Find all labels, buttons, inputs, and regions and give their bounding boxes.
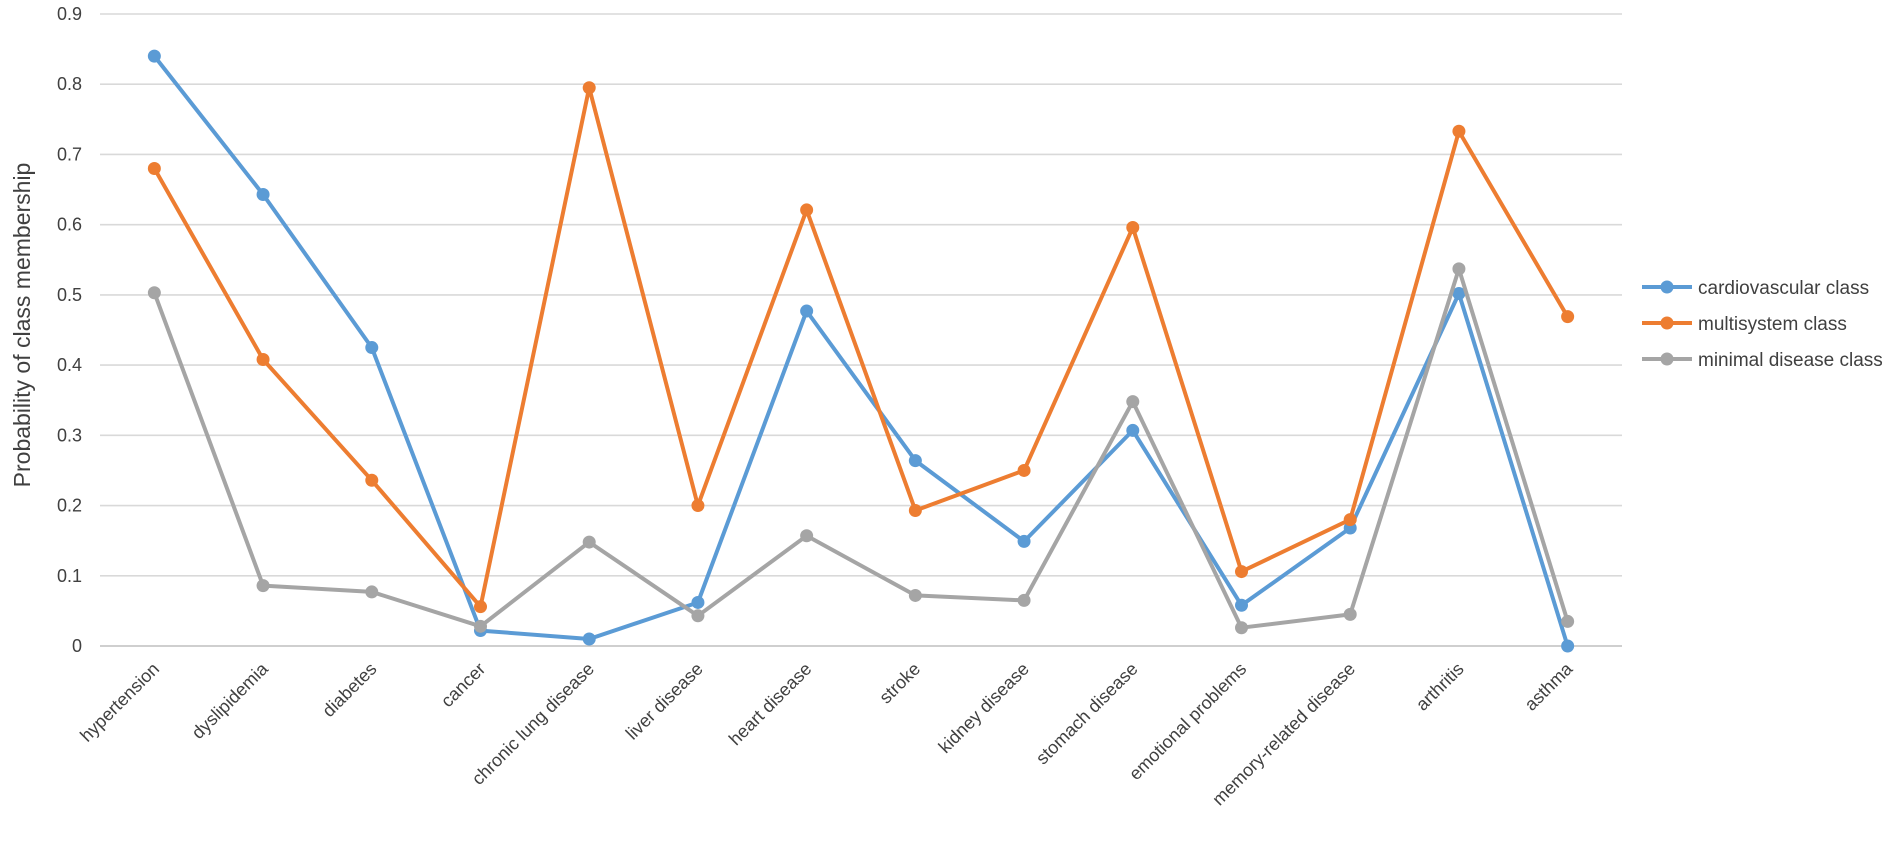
data-point	[1126, 395, 1140, 409]
data-point	[365, 473, 379, 487]
legend-label: minimal disease class	[1698, 350, 1883, 371]
data-point	[908, 503, 922, 517]
legend-swatch-marker	[1660, 352, 1674, 366]
x-category-label: diabetes	[318, 659, 380, 721]
x-category-label: stroke	[875, 659, 924, 708]
y-tick-label: 0.2	[57, 496, 82, 516]
x-category-label: chronic lung disease	[468, 659, 598, 789]
series-line	[152, 54, 1570, 648]
data-point	[256, 352, 270, 366]
data-point	[474, 619, 487, 633]
data-point	[1126, 220, 1140, 234]
data-point	[1452, 262, 1466, 276]
data-point	[1561, 310, 1575, 324]
data-point	[365, 341, 379, 355]
data-point	[1343, 607, 1357, 621]
y-tick-label: 0.4	[57, 355, 82, 375]
data-point	[800, 529, 814, 543]
legend-item: multisystem class	[1642, 314, 1847, 335]
data-point	[691, 595, 705, 609]
y-tick-label: 0.1	[57, 566, 82, 586]
y-axis-ticks: 0 0.1 0.2 0.3 0.4 0.5 0.6 0.7 0.8 0.9	[57, 4, 82, 656]
y-tick-label: 0.8	[57, 74, 82, 94]
legend-label: cardiovascular class	[1698, 278, 1869, 299]
data-point	[256, 187, 270, 201]
y-tick-label: 0	[72, 636, 82, 656]
x-category-label: dyslipidemia	[188, 658, 273, 743]
x-category-label: emotional problems	[1125, 659, 1250, 784]
x-category-label: heart disease	[725, 659, 816, 750]
legend-swatch-marker	[1660, 316, 1674, 330]
x-category-label: cancer	[437, 659, 489, 711]
data-point	[582, 632, 596, 646]
data-point	[1126, 423, 1140, 437]
legend-swatch-marker	[1660, 280, 1674, 294]
data-point	[1017, 534, 1031, 548]
series-1	[147, 49, 1575, 653]
x-category-label: hypertension	[76, 659, 163, 746]
data-point	[1452, 286, 1466, 300]
x-category-label: arthritis	[1412, 659, 1468, 715]
data-point	[582, 535, 596, 549]
gridlines	[100, 13, 1622, 647]
y-axis-title: Probability of class membership	[9, 163, 35, 488]
data-point	[1561, 614, 1575, 628]
data-point	[800, 304, 814, 318]
data-point	[147, 161, 161, 175]
y-tick-label: 0.5	[57, 285, 82, 305]
series-2	[147, 81, 1575, 614]
data-point	[1017, 593, 1031, 607]
data-point	[1343, 513, 1357, 527]
series-3	[147, 262, 1575, 635]
x-category-label: asthma	[1521, 658, 1578, 715]
x-axis-categories: hypertension dyslipidemia diabetes cancerch…	[76, 658, 1577, 809]
data-point	[1235, 565, 1248, 579]
data-point	[256, 579, 270, 593]
data-point	[1017, 463, 1031, 477]
y-tick-label: 0.9	[57, 4, 82, 24]
data-point	[582, 81, 596, 95]
data-point	[691, 499, 705, 513]
data-point	[1561, 639, 1575, 653]
data-point	[147, 286, 161, 300]
legend: cardiovascular class multisystem class min…	[1642, 278, 1883, 371]
data-point	[474, 600, 487, 614]
data-point	[147, 49, 161, 63]
legend-item: minimal disease class	[1642, 350, 1883, 371]
x-category-label: liver disease	[622, 659, 707, 744]
data-point	[1235, 621, 1248, 635]
data-point	[800, 203, 814, 217]
y-tick-label: 0.7	[57, 144, 82, 164]
legend-label: multisystem class	[1698, 314, 1847, 335]
data-point	[1235, 598, 1248, 612]
series-line	[152, 266, 1570, 630]
data-point	[365, 585, 379, 599]
x-category-label: stomach disease	[1032, 659, 1142, 769]
y-tick-label: 0.3	[57, 425, 82, 445]
data-point	[1452, 124, 1466, 138]
data-point	[691, 609, 705, 623]
series-line	[152, 85, 1570, 609]
series-lines	[147, 49, 1575, 653]
legend-item: cardiovascular class	[1642, 278, 1869, 299]
x-category-label: kidney disease	[935, 659, 1033, 757]
data-point	[908, 454, 922, 468]
data-point	[908, 588, 922, 602]
y-tick-label: 0.6	[57, 215, 82, 235]
